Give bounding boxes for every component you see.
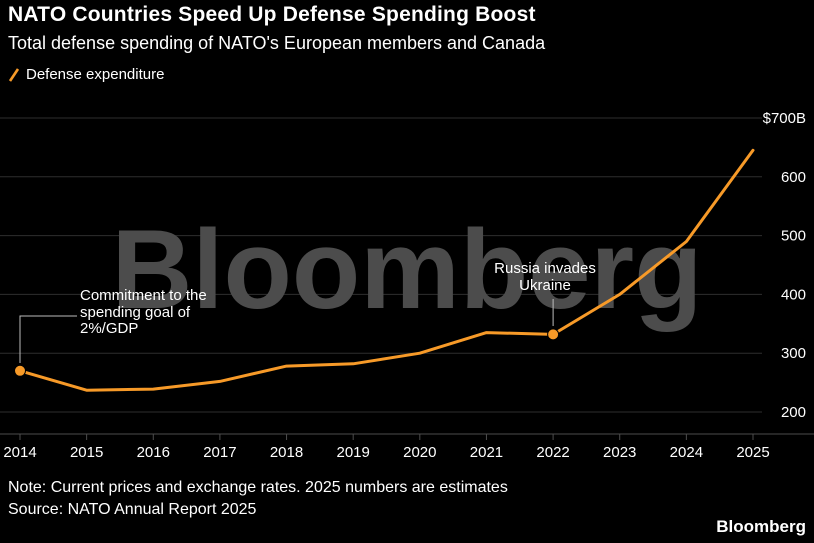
annotation-commitment-2pct-gdp: Commitment to the spending goal of 2%/GD… <box>80 287 207 337</box>
x-tick-label: 2024 <box>670 444 703 461</box>
annotation-russia-invades-ukraine: Russia invades Ukraine <box>494 260 596 294</box>
y-tick-label: 400 <box>781 286 806 303</box>
legend: Defense expenditure <box>8 66 164 83</box>
x-tick-label: 2016 <box>137 444 170 461</box>
page-title: NATO Countries Speed Up Defense Spending… <box>8 3 536 26</box>
x-tick-label: 2022 <box>536 444 569 461</box>
y-tick-label: 500 <box>781 228 806 245</box>
x-tick-label: 2015 <box>70 444 103 461</box>
bloomberg-logo: Bloomberg <box>716 517 806 536</box>
bloomberg-watermark: Bloomberg <box>111 207 702 332</box>
defense-expenditure-line <box>18 148 755 392</box>
x-tick-label: 2017 <box>203 444 236 461</box>
x-tick-label: 2020 <box>403 444 436 461</box>
y-tick-label: 200 <box>781 404 806 421</box>
page-subtitle: Total defense spending of NATO's Europea… <box>8 33 546 53</box>
event-marker-commitment <box>14 364 26 377</box>
x-tick-label: 2021 <box>470 444 503 461</box>
y-tick-label: $700B <box>763 110 806 127</box>
x-tick-label: 2025 <box>736 444 769 461</box>
x-tick-label: 2019 <box>336 444 369 461</box>
event-marker-russia <box>547 328 560 341</box>
x-tick-label: 2014 <box>3 444 36 461</box>
leader-line-commitment <box>19 315 77 363</box>
x-tick-label: 2018 <box>270 444 303 461</box>
chart-source: Source: NATO Annual Report 2025 <box>8 501 257 518</box>
y-tick-label: 300 <box>781 345 806 362</box>
chart-note: Note: Current prices and exchange rates.… <box>8 479 508 496</box>
legend-label: Defense expenditure <box>26 66 165 83</box>
y-tick-label: 600 <box>781 169 806 186</box>
x-tick-label: 2023 <box>603 444 636 461</box>
legend-line-icon <box>8 67 20 82</box>
